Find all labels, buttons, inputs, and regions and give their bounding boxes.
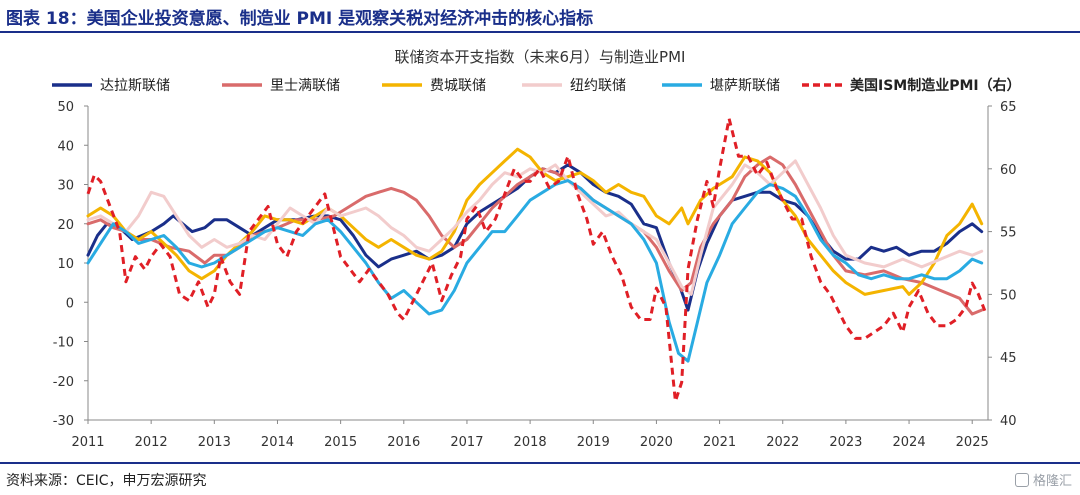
left-tick-label: 30 xyxy=(57,179,74,194)
right-tick-label: 65 xyxy=(1000,100,1017,115)
x-tick-label: 2014 xyxy=(261,435,294,450)
x-tick-label: 2012 xyxy=(135,435,168,450)
legend-swatch xyxy=(52,83,92,87)
legend-swatch xyxy=(382,83,422,87)
series-line-3 xyxy=(86,159,984,296)
figure-title: 图表 18：美国企业投资意愿、制造业 PMI 是观察关税对经济冲击的核心指标 xyxy=(6,9,594,29)
legend-item-1: 里士满联储 xyxy=(220,74,340,96)
legend-label: 美国ISM制造业PMI（右） xyxy=(850,78,1021,94)
footer-divider xyxy=(0,462,1080,464)
right-tick-label: 50 xyxy=(1000,288,1017,303)
x-tick-label: 2024 xyxy=(893,435,926,450)
legend-label: 达拉斯联储 xyxy=(100,78,170,94)
right-tick-label: 40 xyxy=(1000,414,1017,429)
left-tick-label: 0 xyxy=(66,296,74,311)
legend-item-5: 美国ISM制造业PMI（右） xyxy=(800,74,1021,96)
watermark-text: 格隆汇 xyxy=(1032,474,1072,489)
left-tick-label: 40 xyxy=(57,139,74,154)
legend-item-3: 纽约联储 xyxy=(520,74,626,96)
legend-label: 费城联储 xyxy=(430,78,486,94)
legend-swatch xyxy=(802,83,842,87)
chart-title: 联储资本开支指数（未来6月）与制造业PMI xyxy=(394,48,686,66)
x-tick-label: 2022 xyxy=(766,435,799,450)
left-tick-label: -10 xyxy=(53,336,74,351)
x-tick-label: 2011 xyxy=(71,435,104,450)
left-tick-label: 10 xyxy=(57,257,74,272)
legend-swatch xyxy=(662,83,702,87)
right-tick-label: 45 xyxy=(1000,351,1017,366)
left-tick-label: -20 xyxy=(53,375,74,390)
left-tick-label: 50 xyxy=(57,100,74,115)
left-tick-label: -30 xyxy=(53,414,74,429)
right-tick-label: 60 xyxy=(1000,163,1017,178)
watermark: 格隆汇 xyxy=(1014,470,1072,489)
x-tick-label: 2021 xyxy=(703,435,736,450)
x-tick-label: 2015 xyxy=(324,435,357,450)
title-divider xyxy=(0,31,1080,33)
watermark-logo-icon xyxy=(1014,472,1029,487)
x-tick-label: 2019 xyxy=(577,435,610,450)
series-line-4 xyxy=(86,179,984,363)
legend-label: 纽约联储 xyxy=(570,78,626,94)
legend-item-4: 堪萨斯联储 xyxy=(660,74,780,96)
legend-item-0: 达拉斯联储 xyxy=(50,74,170,96)
series-line-0 xyxy=(86,163,984,312)
series-line-1 xyxy=(86,155,984,316)
legend-swatch xyxy=(522,83,562,87)
chart-legend: 达拉斯联储 里士满联储 费城联储 纽约联储 堪萨斯联储 美国ISM制造业PMI（右） xyxy=(0,74,1080,96)
chart-plot-area: -30 -20 -10 0 10 20 30 40 50 40 45 50 55 60 65 2011 2012… xyxy=(53,100,1017,450)
left-tick-label: 20 xyxy=(57,218,74,233)
legend-label: 里士满联储 xyxy=(270,78,340,94)
x-tick-label: 2025 xyxy=(956,435,989,450)
legend-label: 堪萨斯联储 xyxy=(710,78,780,94)
x-tick-label: 2018 xyxy=(514,435,547,450)
right-tick-label: 55 xyxy=(1000,226,1017,241)
legend-item-2: 费城联储 xyxy=(380,74,486,96)
legend-swatch xyxy=(222,83,262,87)
x-tick-label: 2017 xyxy=(450,435,483,450)
x-tick-label: 2023 xyxy=(829,435,862,450)
x-tick-label: 2020 xyxy=(640,435,673,450)
x-tick-label: 2013 xyxy=(198,435,231,450)
x-tick-label: 2016 xyxy=(387,435,420,450)
source-note: 资料来源：CEIC，申万宏源研究 xyxy=(6,473,207,489)
series-line-5 xyxy=(86,117,987,403)
